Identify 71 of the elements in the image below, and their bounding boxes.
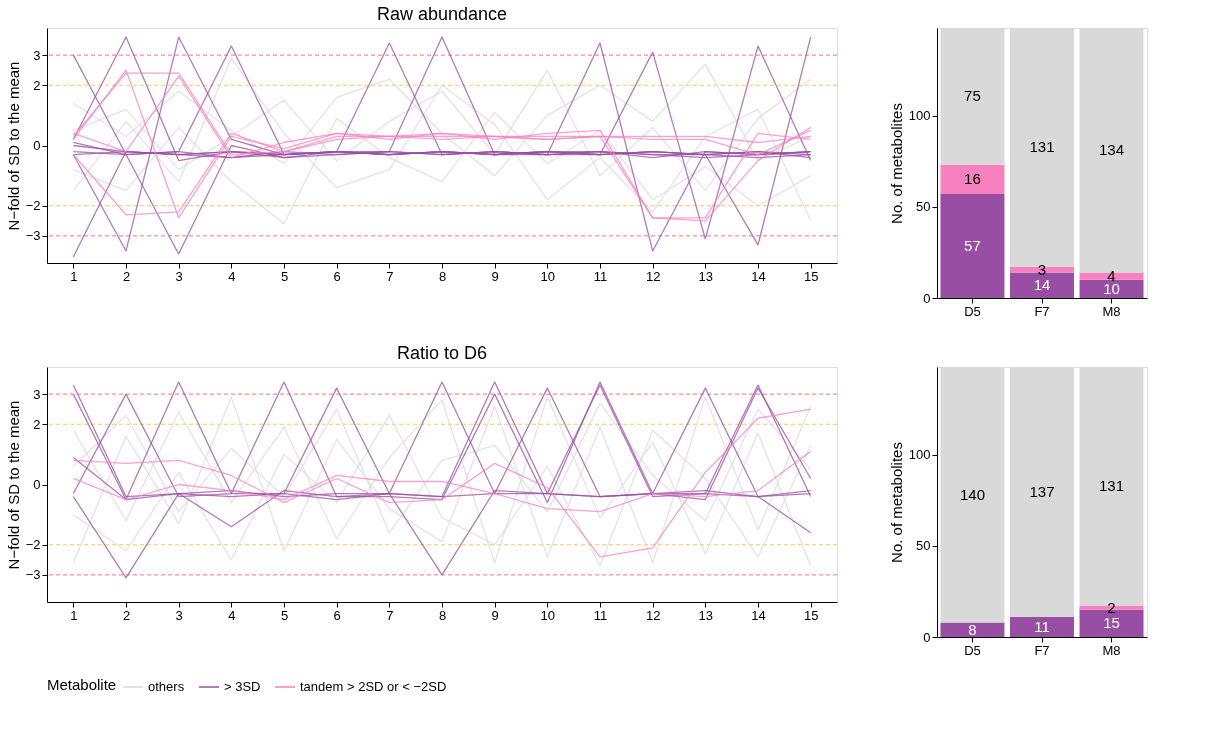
x-tick-label: 10 (540, 268, 556, 284)
x-tick-label: D5 (964, 303, 981, 319)
y-tick-label: 2 (33, 416, 41, 432)
data-label: 131 (1029, 138, 1055, 156)
y-tick-label: 100 (908, 447, 931, 463)
x-tick-label: 9 (491, 268, 499, 284)
data-label: 134 (1099, 141, 1125, 159)
y-tick-label: −2 (25, 198, 41, 214)
y-tick-label: −3 (25, 228, 41, 244)
chart-title: Raw abundance (376, 4, 508, 24)
x-tick-label: 15 (803, 607, 819, 623)
data-label: 131 (1099, 477, 1125, 495)
x-tick-label: 7 (386, 607, 394, 623)
y-tick-label: 0 (923, 629, 931, 645)
legend-label: > 3SD (224, 679, 261, 694)
x-tick-label: 6 (333, 268, 341, 284)
y-tick-label: −2 (25, 537, 41, 553)
x-tick-label: F7 (1034, 642, 1050, 658)
y-tick-label: 0 (33, 477, 41, 492)
y-tick-label: 3 (33, 47, 41, 63)
y-tick-label: 2 (33, 77, 41, 93)
y-tick-label: 50 (916, 199, 931, 215)
x-tick-label: 3 (175, 607, 183, 623)
x-tick-label: 13 (698, 268, 714, 284)
x-tick-label: 6 (333, 607, 341, 623)
y-tick-label: 3 (33, 386, 41, 402)
x-tick-label: 1 (70, 607, 78, 623)
x-tick-label: D5 (964, 642, 981, 658)
x-tick-label: 12 (645, 268, 661, 284)
legend-title: Metabolite (47, 676, 117, 693)
data-label: 140 (959, 485, 985, 503)
y-tick-label: 0 (33, 138, 41, 153)
legend-label: others (148, 679, 185, 694)
y-tick-label: 0 (923, 290, 931, 306)
x-tick-label: 3 (175, 268, 183, 284)
x-tick-label: 4 (228, 268, 236, 284)
x-tick-label: 11 (593, 268, 608, 284)
x-tick-label: 8 (438, 607, 447, 623)
x-tick-label: 15 (803, 268, 819, 284)
x-tick-label: 7 (386, 268, 394, 284)
x-tick-label: 2 (122, 607, 131, 623)
x-tick-label: 11 (593, 607, 608, 623)
x-tick-label: M8 (1102, 303, 1121, 319)
x-tick-label: 4 (228, 607, 236, 623)
x-tick-label: 8 (438, 268, 447, 284)
data-label: 75 (964, 87, 981, 105)
y-axis-title: N−fold of SD to the mean (4, 400, 22, 570)
x-tick-label: 14 (751, 607, 766, 623)
x-tick-label: 5 (280, 607, 289, 623)
x-tick-label: 13 (698, 607, 714, 623)
y-axis-title: N−fold of SD to the mean (4, 61, 22, 231)
data-label: 8 (968, 620, 977, 638)
x-tick-label: 5 (280, 268, 289, 284)
x-tick-label: 2 (122, 268, 131, 284)
data-label: 57 (964, 237, 981, 255)
y-axis-title: No. of metabolites (887, 103, 905, 224)
x-tick-label: 9 (491, 607, 499, 623)
data-label: 16 (964, 170, 981, 188)
y-tick-label: −3 (25, 567, 41, 583)
x-tick-label: 14 (751, 268, 766, 284)
x-tick-label: F7 (1034, 303, 1050, 319)
x-tick-label: 1 (70, 268, 78, 284)
data-label: 137 (1029, 482, 1055, 500)
chart-title: Ratio to D6 (396, 343, 488, 363)
y-tick-label: 100 (908, 108, 931, 124)
x-tick-label: 10 (540, 607, 556, 623)
x-tick-label: 12 (645, 607, 661, 623)
y-axis-title: No. of metabolites (887, 442, 905, 563)
legend-label: tandem > 2SD or < −2SD (300, 679, 447, 694)
y-tick-label: 50 (916, 538, 931, 554)
x-tick-label: M8 (1102, 642, 1121, 658)
